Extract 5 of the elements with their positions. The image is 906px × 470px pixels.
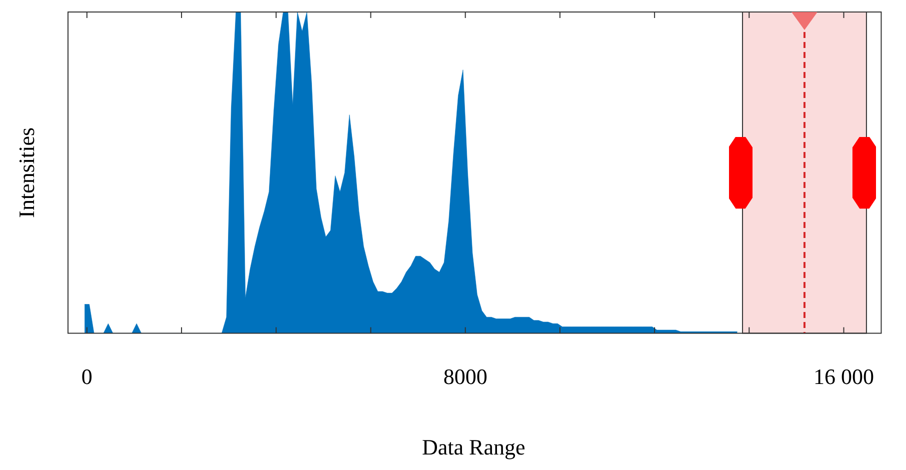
x-tick-label: 16 000 xyxy=(814,364,874,390)
x-tick-label: 8000 xyxy=(443,364,488,390)
x-axis-title: Data Range xyxy=(422,434,526,460)
x-tick-label: 0 xyxy=(81,364,92,390)
y-axis-title: Intensities xyxy=(14,127,39,218)
